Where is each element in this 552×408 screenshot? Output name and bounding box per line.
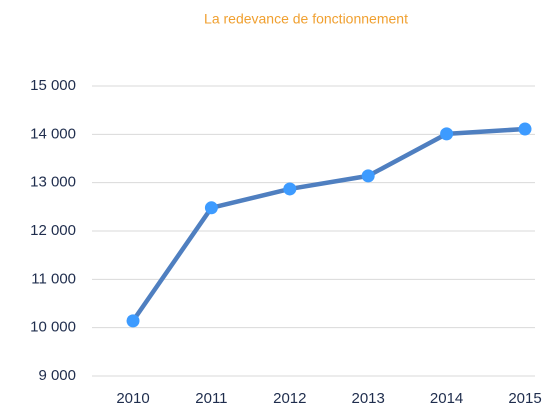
x-tick-label: 2010	[116, 390, 149, 407]
x-tick-label: 2013	[352, 390, 385, 407]
y-tick-label: 9 000	[38, 367, 76, 384]
y-tick-label: 12 000	[30, 222, 76, 239]
y-tick-label: 13 000	[30, 174, 76, 191]
point	[361, 169, 375, 183]
x-tick-label: 2015	[508, 390, 541, 407]
y-tick-label: 10 000	[30, 319, 76, 336]
x-tick-label: 2012	[273, 390, 306, 407]
point	[518, 122, 532, 136]
point	[440, 127, 454, 141]
x-tick-label: 2014	[430, 390, 463, 407]
point	[283, 182, 297, 196]
y-tick-label: 14 000	[30, 125, 76, 142]
point	[204, 201, 218, 215]
chart-title: La redevance de fonctionnement	[204, 11, 408, 27]
y-tick-label: 15 000	[30, 77, 76, 94]
point	[126, 314, 140, 328]
y-tick-label: 11 000	[31, 270, 76, 287]
x-tick-label: 2011	[195, 390, 227, 407]
line	[130, 126, 528, 324]
